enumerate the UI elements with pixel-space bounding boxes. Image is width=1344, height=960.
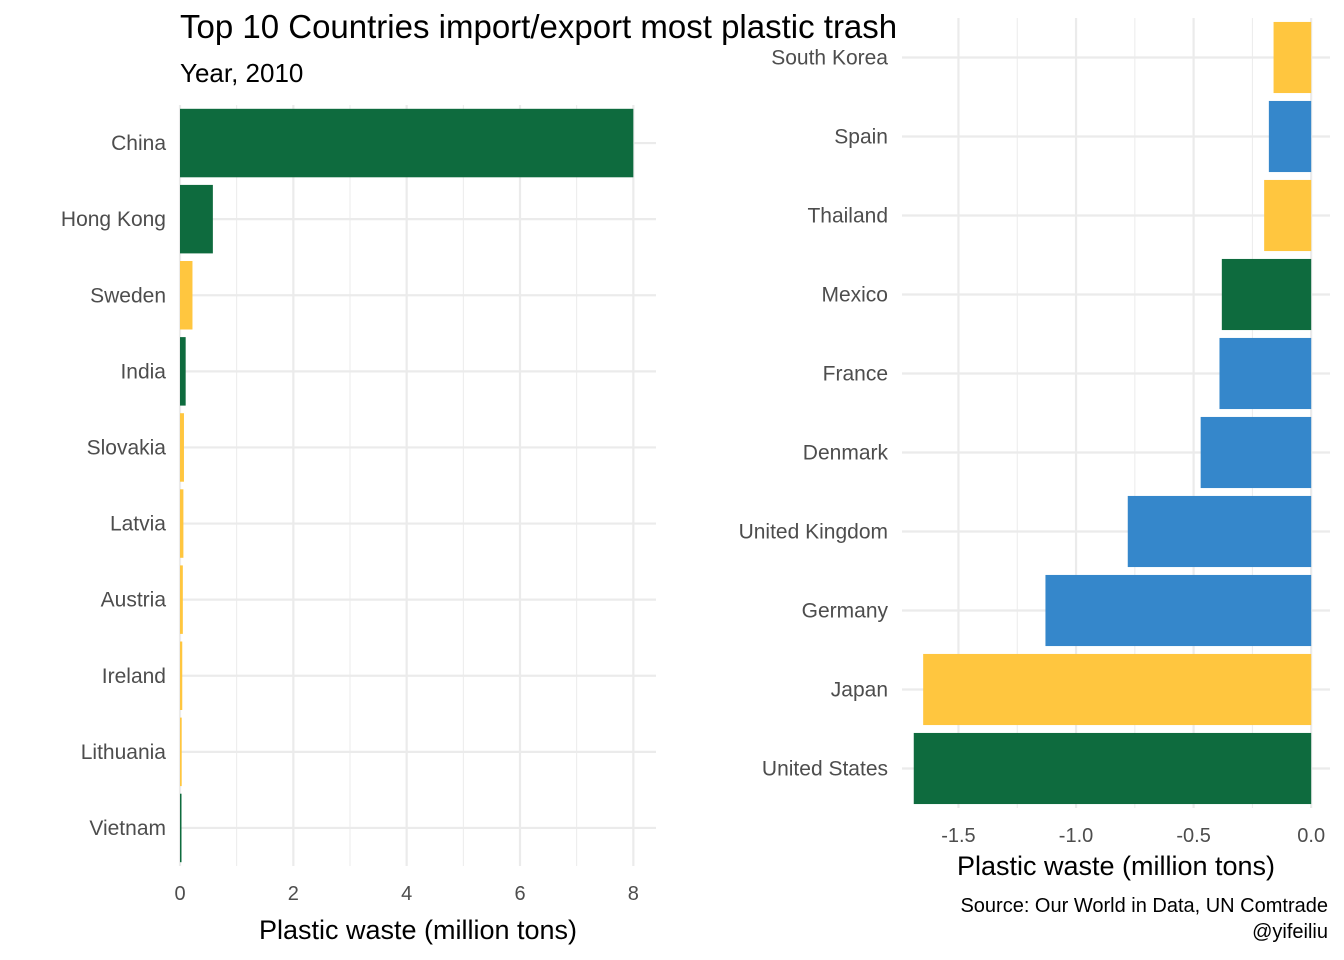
- bar-lithuania: [180, 717, 182, 787]
- x-tick-label: 8: [628, 883, 639, 905]
- bar-vietnam: [180, 793, 182, 863]
- category-label-united-states: United States: [762, 758, 888, 781]
- category-label-spain: Spain: [834, 126, 888, 149]
- bar-spain: [1268, 100, 1312, 173]
- bar-denmark: [1200, 416, 1312, 489]
- bar-slovakia: [180, 413, 184, 482]
- bar-germany: [1045, 574, 1312, 647]
- x-axis-title: Plastic waste (million tons): [957, 851, 1275, 881]
- x-tick-label: -1.5: [941, 825, 975, 847]
- caption-author: @yifeiliu: [1252, 921, 1328, 943]
- bar-china: [180, 108, 634, 178]
- category-label-vietnam: Vietnam: [89, 817, 166, 840]
- bar-ireland: [180, 641, 183, 710]
- category-label-austria: Austria: [101, 589, 167, 612]
- category-label-united-kingdom: United Kingdom: [739, 521, 888, 544]
- bar-sweden: [180, 261, 193, 330]
- category-label-japan: Japan: [831, 679, 888, 702]
- category-label-france: France: [823, 363, 888, 386]
- x-tick-label: -1.0: [1059, 825, 1093, 847]
- chart-title: Top 10 Countries import/export most plas…: [180, 8, 898, 45]
- category-label-ireland: Ireland: [102, 665, 166, 688]
- category-label-india: India: [120, 360, 166, 383]
- x-tick-label: 4: [401, 883, 412, 905]
- category-label-sweden: Sweden: [90, 284, 166, 307]
- x-tick-label: 2: [288, 883, 299, 905]
- x-tick-label: 6: [514, 883, 525, 905]
- bar-south-korea: [1273, 21, 1312, 94]
- category-label-germany: Germany: [802, 600, 889, 623]
- category-label-hong-kong: Hong Kong: [61, 208, 166, 231]
- x-tick-label: -0.5: [1176, 825, 1210, 847]
- category-label-lithuania: Lithuania: [81, 741, 167, 764]
- bar-latvia: [180, 489, 184, 558]
- x-tick-label: 0.0: [1297, 825, 1325, 847]
- import-chart: China Hong Kong Sweden India Slovakia Latvia A…: [61, 105, 656, 945]
- x-tick-label: 0: [174, 883, 185, 905]
- bar-hong-kong: [180, 184, 213, 254]
- bar-austria: [180, 565, 183, 634]
- bar-mexico: [1221, 258, 1312, 331]
- category-label-mexico: Mexico: [821, 284, 888, 307]
- category-label-south-korea: South Korea: [771, 47, 888, 70]
- category-label-slovakia: Slovakia: [87, 436, 167, 459]
- category-label-thailand: Thailand: [807, 205, 888, 228]
- caption-source: Source: Our World in Data, UN Comtrade: [960, 895, 1328, 917]
- export-chart: South Korea Spain Thailand Mexico France Denm…: [739, 18, 1330, 881]
- category-label-denmark: Denmark: [803, 442, 889, 465]
- x-axis-title: Plastic waste (million tons): [259, 915, 577, 945]
- bar-united-kingdom: [1127, 495, 1312, 568]
- category-label-latvia: Latvia: [110, 513, 166, 536]
- bar-japan: [923, 653, 1312, 726]
- category-label-china: China: [111, 132, 166, 155]
- bar-france: [1219, 337, 1312, 410]
- bar-united-states: [913, 732, 1312, 805]
- bar-thailand: [1264, 179, 1312, 252]
- chart-subtitle: Year, 2010: [180, 58, 304, 88]
- bar-india: [180, 337, 186, 406]
